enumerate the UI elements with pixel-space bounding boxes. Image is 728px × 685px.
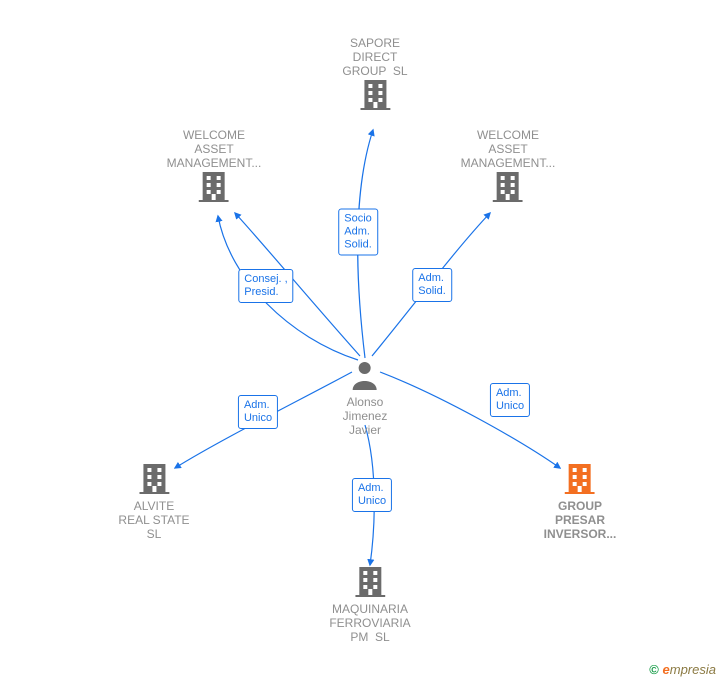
edge-label-group: Adm. Unico: [490, 383, 530, 417]
node-label: SAPORE DIRECT GROUP SL: [342, 36, 407, 78]
center-label: Alonso Jimenez Javier: [343, 395, 388, 437]
building-icon: [493, 170, 523, 207]
building-icon: [139, 462, 169, 499]
node-welcome1[interactable]: WELCOME ASSET MANAGEMENT...: [167, 128, 262, 207]
center-node[interactable]: Alonso Jimenez Javier: [343, 360, 388, 437]
node-label: GROUP PRESAR INVERSOR...: [544, 499, 617, 541]
node-label: WELCOME ASSET MANAGEMENT...: [167, 128, 262, 170]
edge-group: [380, 372, 560, 468]
edge-label-welcome1b: Consej. , Presid.: [238, 269, 293, 303]
edge-label-alvite: Adm. Unico: [238, 395, 278, 429]
person-icon: [351, 360, 379, 395]
building-icon: [199, 170, 229, 207]
edge-label-maquinaria: Adm. Unico: [352, 478, 392, 512]
watermark: © empresia: [649, 662, 716, 677]
brand-rest: mpresia: [670, 662, 716, 677]
node-sapore[interactable]: SAPORE DIRECT GROUP SL: [342, 36, 407, 115]
diagram-canvas: Alonso Jimenez Javier SAPORE DIRECT GROU…: [0, 0, 728, 685]
copyright-symbol: ©: [649, 662, 659, 677]
node-alvite[interactable]: ALVITE REAL STATE SL: [118, 462, 189, 541]
node-label: ALVITE REAL STATE SL: [118, 499, 189, 541]
building-icon: [360, 78, 390, 115]
building-icon: [565, 462, 595, 499]
node-maquinaria[interactable]: MAQUINARIA FERROVIARIA PM SL: [329, 565, 410, 644]
node-group[interactable]: GROUP PRESAR INVERSOR...: [544, 462, 617, 541]
node-welcome2[interactable]: WELCOME ASSET MANAGEMENT...: [461, 128, 556, 207]
node-label: MAQUINARIA FERROVIARIA PM SL: [329, 602, 410, 644]
node-label: WELCOME ASSET MANAGEMENT...: [461, 128, 556, 170]
edge-label-welcome2: Adm. Solid.: [412, 268, 452, 302]
building-icon: [355, 565, 385, 602]
brand-first-letter: e: [663, 662, 670, 677]
edge-label-sapore: Socio Adm. Solid.: [338, 209, 378, 256]
